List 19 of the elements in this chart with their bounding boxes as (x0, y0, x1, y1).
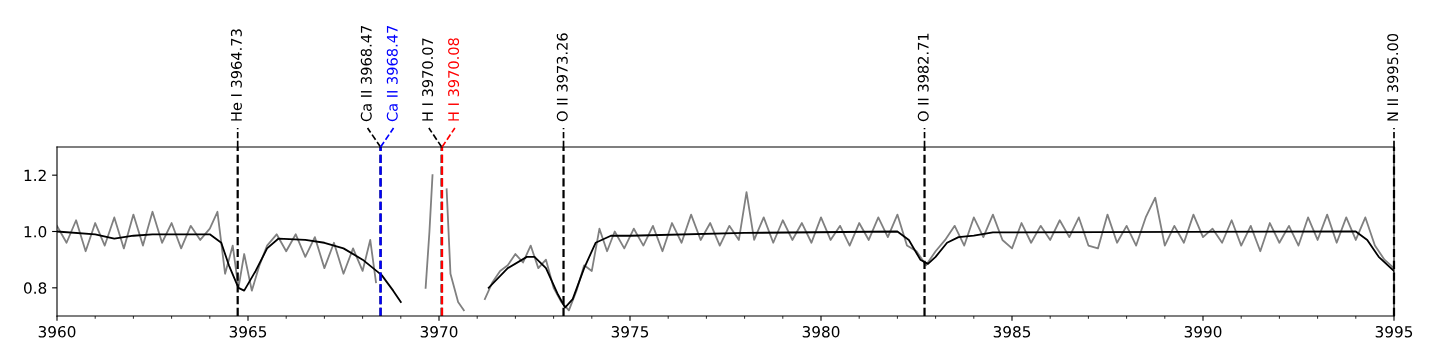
x-tick-label: 3965 (229, 325, 267, 338)
x-tick-label: 3995 (1375, 325, 1413, 338)
y-tick-label: 0.8 (23, 282, 47, 294)
ref-line-label: H I 3970.08 (448, 38, 460, 121)
x-tick-label: 3985 (993, 325, 1031, 338)
ref-line-label: He I 3964.73 (230, 29, 242, 121)
x-tick-label: 3990 (1184, 325, 1222, 338)
x-tick-label: 3970 (420, 325, 458, 338)
ref-line-label: Ca II 3968.47 (386, 25, 398, 122)
x-tick-label: 3975 (611, 325, 649, 338)
x-tick-label: 3960 (38, 325, 76, 338)
ref-line-label: N II 3995.00 (1387, 33, 1399, 121)
ref-line-label: Ca II 3968.47 (360, 25, 372, 122)
ref-line-label: H I 3970.07 (422, 38, 434, 121)
y-tick-label: 1.0 (24, 225, 47, 238)
y-tick-label: 1.2 (24, 169, 46, 181)
ref-line-label: O II 3982.71 (917, 33, 929, 122)
x-tick-label: 3980 (802, 325, 840, 338)
ref-line-label: O II 3973.26 (556, 33, 568, 122)
